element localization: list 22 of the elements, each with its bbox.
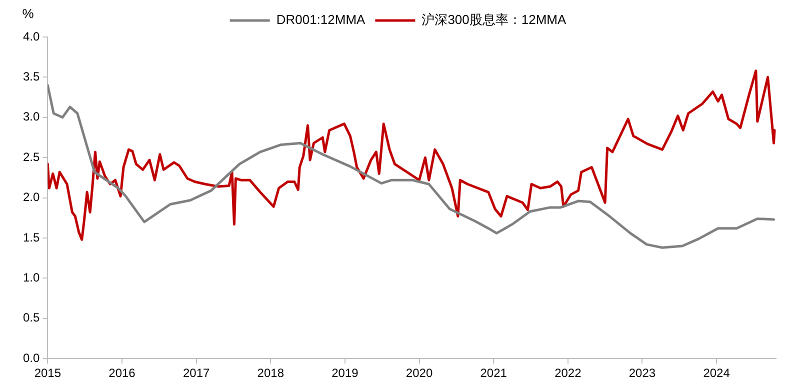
- y-tick-label: 2.0: [22, 190, 40, 204]
- y-tick-label: 4.0: [22, 29, 40, 44]
- legend-label: DR001:12MMA: [276, 12, 366, 28]
- x-tick-label: 2020: [406, 366, 433, 380]
- y-tick-label: 2.5: [22, 150, 40, 164]
- y-tick-label: 3.5: [22, 70, 40, 84]
- x-tick-label: 2017: [182, 366, 210, 380]
- x-tick-label: 2018: [257, 366, 284, 380]
- y-tick-label: 0.5: [22, 310, 40, 325]
- x-tick-label: 2021: [480, 366, 508, 380]
- y-tick-label: 0.0: [22, 350, 40, 365]
- x-tick-label: 2024: [703, 366, 730, 380]
- y-tick-label: 1.0: [22, 270, 40, 285]
- y-tick-label: 3.0: [22, 110, 40, 124]
- x-tick-label: 2019: [332, 366, 359, 380]
- x-tick-label: 2022: [554, 366, 582, 380]
- x-tick-label: 2015: [34, 366, 62, 380]
- x-tick-label: 2023: [628, 366, 656, 380]
- legend-label: 沪深300股息率：12MMA: [422, 12, 566, 28]
- y-axis-title: %: [22, 6, 34, 22]
- y-tick-label: 1.5: [22, 230, 40, 244]
- x-tick-label: 2016: [108, 366, 136, 380]
